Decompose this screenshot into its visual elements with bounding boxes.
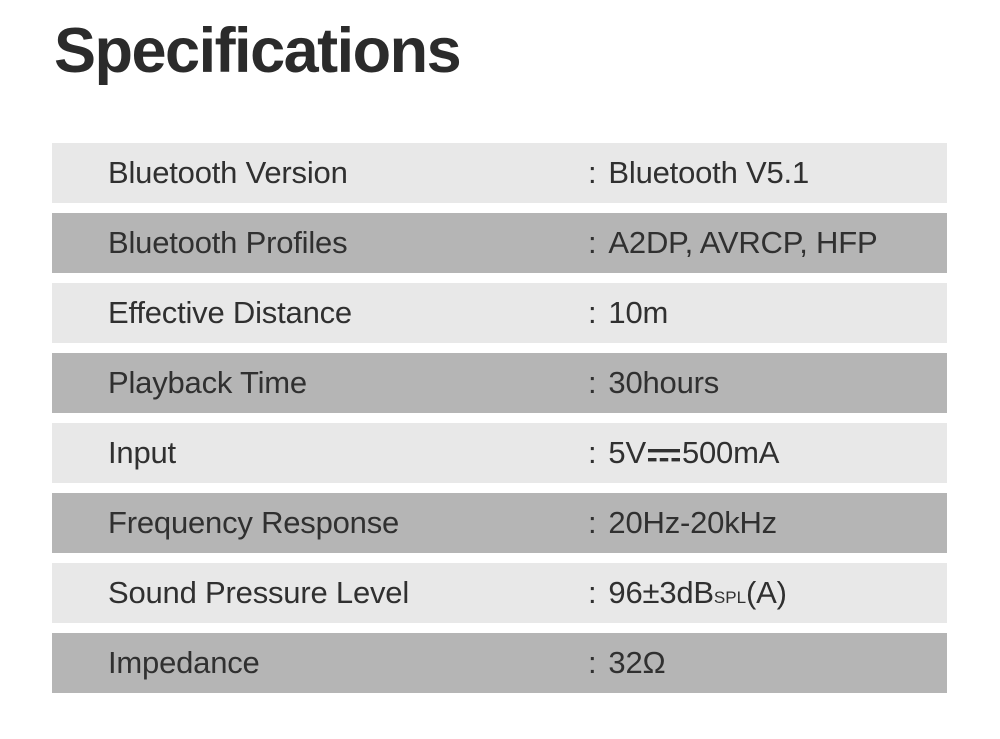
colon-separator: :: [588, 645, 597, 680]
table-row-impedance: Impedance :32Ω: [52, 633, 947, 693]
spec-value: : Bluetooth V5.1: [588, 155, 809, 191]
spec-label: Impedance: [108, 645, 260, 680]
colon-separator: :: [588, 295, 597, 330]
spec-value: :5V 500mA: [588, 435, 779, 471]
table-row-sound-pressure-level: Sound Pressure Level :96±3dB SPL (A): [52, 563, 947, 623]
colon-separator: :: [588, 505, 597, 540]
table-row-bluetooth-version: Bluetooth Version : Bluetooth V5.1: [52, 143, 947, 203]
dc-power-symbol-icon: [647, 447, 681, 463]
spec-label: Bluetooth Version: [108, 155, 348, 190]
colon-separator: :: [588, 575, 597, 610]
table-row-playback-time: Playback Time :30hours: [52, 353, 947, 413]
spec-label: Input: [108, 435, 176, 470]
spec-value: :10m: [588, 295, 668, 331]
spec-label: Bluetooth Profiles: [108, 225, 348, 260]
spec-label: Frequency Response: [108, 505, 400, 540]
spec-value-text: 5V: [608, 435, 646, 470]
table-row-effective-distance: Effective Distance :10m: [52, 283, 947, 343]
spl-subscript: SPL: [713, 588, 747, 607]
spec-label: Effective Distance: [108, 295, 352, 330]
spec-value-text: 20Hz-20kHz: [608, 505, 777, 540]
spec-value-text: 10m: [608, 295, 669, 330]
colon-separator: :: [588, 225, 597, 260]
spec-value: : A2DP, AVRCP, HFP: [588, 225, 878, 261]
spec-value-text: 32Ω: [608, 645, 666, 680]
spec-value-text: A2DP, AVRCP, HFP: [608, 225, 878, 260]
spec-label: Playback Time: [108, 365, 307, 400]
spec-value-text: 30hours: [608, 365, 720, 400]
colon-separator: :: [588, 435, 597, 470]
spec-value-text: 500mA: [681, 435, 780, 470]
spec-value: :32Ω: [588, 645, 666, 681]
spec-label: Sound Pressure Level: [108, 575, 410, 610]
spec-value: :30hours: [588, 365, 719, 401]
spec-value-text: (A): [746, 575, 787, 610]
spec-table: Bluetooth Version : Bluetooth V5.1 Blueto…: [52, 143, 947, 693]
table-row-frequency-response: Frequency Response :20Hz-20kHz: [52, 493, 947, 553]
spec-value-text: 96±3dB: [608, 575, 714, 610]
colon-separator: :: [588, 365, 597, 400]
colon-separator: :: [588, 155, 597, 190]
spec-value: :96±3dB SPL (A): [588, 575, 787, 611]
page-title: Specifications: [54, 16, 462, 86]
table-row-bluetooth-profiles: Bluetooth Profiles : A2DP, AVRCP, HFP: [52, 213, 947, 273]
spec-value-text: Bluetooth V5.1: [608, 155, 809, 190]
spec-value: :20Hz-20kHz: [588, 505, 777, 541]
table-row-input: Input :5V 500mA: [52, 423, 947, 483]
